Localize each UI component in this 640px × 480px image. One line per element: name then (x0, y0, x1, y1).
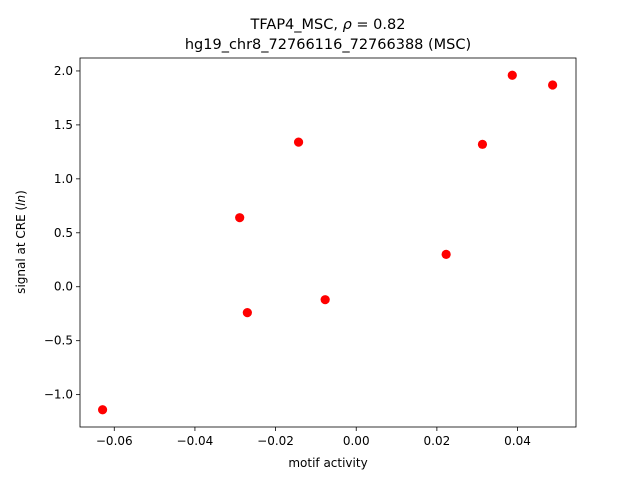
y-tick-label: 0.0 (54, 280, 73, 294)
y-axis-label-italic: ln (14, 195, 28, 206)
data-point (441, 249, 451, 259)
data-point (548, 80, 558, 90)
title-rho: ρ (343, 17, 353, 33)
y-axis-label-prefix: signal at CRE ( (14, 206, 28, 294)
data-point (507, 70, 517, 80)
y-tick-label: −0.5 (44, 334, 73, 348)
data-point (320, 295, 330, 305)
data-point (293, 137, 304, 147)
x-tick-label: −0.02 (257, 434, 294, 448)
y-tick-label: 1.5 (54, 118, 73, 132)
plot-area: −0.06 −0.04 −0.02 0.00 0.02 0.04 −1.0 −0.5 0.0 0.… (44, 57, 577, 448)
data-point (97, 405, 108, 415)
axes-frame (79, 57, 577, 428)
y-tick-label: 0.5 (54, 226, 73, 240)
y-axis-label: signal at CRE (ln) (14, 190, 28, 294)
y-tick-label: 1.0 (54, 172, 73, 186)
title-prefix: TFAP4_MSC, (250, 17, 343, 33)
x-tick-label: 0.02 (424, 434, 451, 448)
y-tick-label: −1.0 (44, 388, 73, 402)
chart-title-line2: hg19_chr8_72766116_72766388 (MSC) (185, 37, 471, 53)
x-tick-label: 0.00 (343, 434, 370, 448)
x-tick-label: 0.04 (504, 434, 531, 448)
y-axis-label-suffix: ) (14, 190, 28, 195)
x-tick-label: −0.06 (96, 434, 133, 448)
chart-title-line1: TFAP4_MSC, ρ = 0.82 (250, 17, 406, 33)
y-tick-label: 2.0 (54, 64, 73, 78)
data-point (235, 213, 245, 223)
title-suffix: = 0.82 (352, 17, 406, 33)
data-point (242, 308, 252, 318)
data-point (477, 139, 488, 149)
x-axis-label: motif activity (288, 456, 367, 470)
x-tick-label: −0.04 (177, 434, 214, 448)
